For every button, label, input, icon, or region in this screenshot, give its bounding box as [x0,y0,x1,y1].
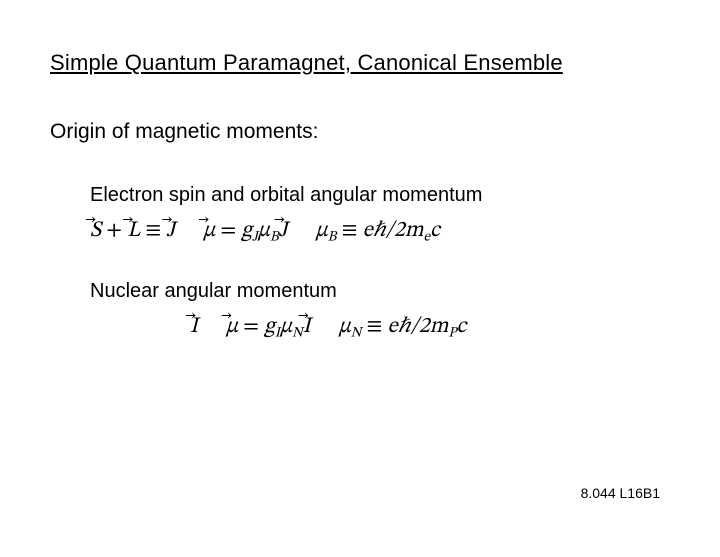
origin-line: Origin of magnetic moments: [50,120,670,144]
muN: μ [280,316,292,338]
eq-sign-n: = [238,316,264,338]
eq-sign: = [215,220,241,242]
muB-sub: B [270,230,279,244]
vec-S: S [90,217,101,245]
slide-title: Simple Quantum Paramagnet, Canonical Ens… [50,50,670,76]
nuclear-heading: Nuclear angular momentum [90,280,670,303]
rhs: eℏ/2m [363,220,424,242]
g: g [241,220,252,242]
muN2: μ [339,316,351,338]
muN2-sub: N [351,327,362,341]
c-n: c [457,316,467,338]
vec-I2: I [303,313,311,341]
equiv: ≡ [140,220,166,242]
vec-J: J [166,217,175,245]
equiv2: ≡ [336,220,362,242]
muB2: μ [315,220,327,242]
equiv2-n: ≡ [361,316,387,338]
vec-I: I [190,313,198,341]
muB: μ [258,220,270,242]
vec-L: L [127,217,140,245]
c: c [430,220,440,242]
vec-mu: μ [203,217,215,245]
muN-sub: N [292,327,303,341]
vec-mu-n: μ [226,313,238,341]
electron-heading: Electron spin and orbital angular moment… [90,184,670,207]
vec-J2: J [279,217,288,245]
electron-equation: S + L ≡ Jμ = gJμBJμB ≡ eℏ/2mec [90,217,670,246]
rhs-n: eℏ/2m [388,316,449,338]
rhs-n-sub: P [448,327,456,341]
slide-footer: 8.044 L16B1 [581,485,660,501]
g-n: g [264,316,275,338]
nuclear-equation: Iμ = gIμNIμN ≡ eℏ/2mPc [190,313,670,342]
lecture-slide: Simple Quantum Paramagnet, Canonical Ens… [0,0,720,557]
plus: + [101,220,127,242]
